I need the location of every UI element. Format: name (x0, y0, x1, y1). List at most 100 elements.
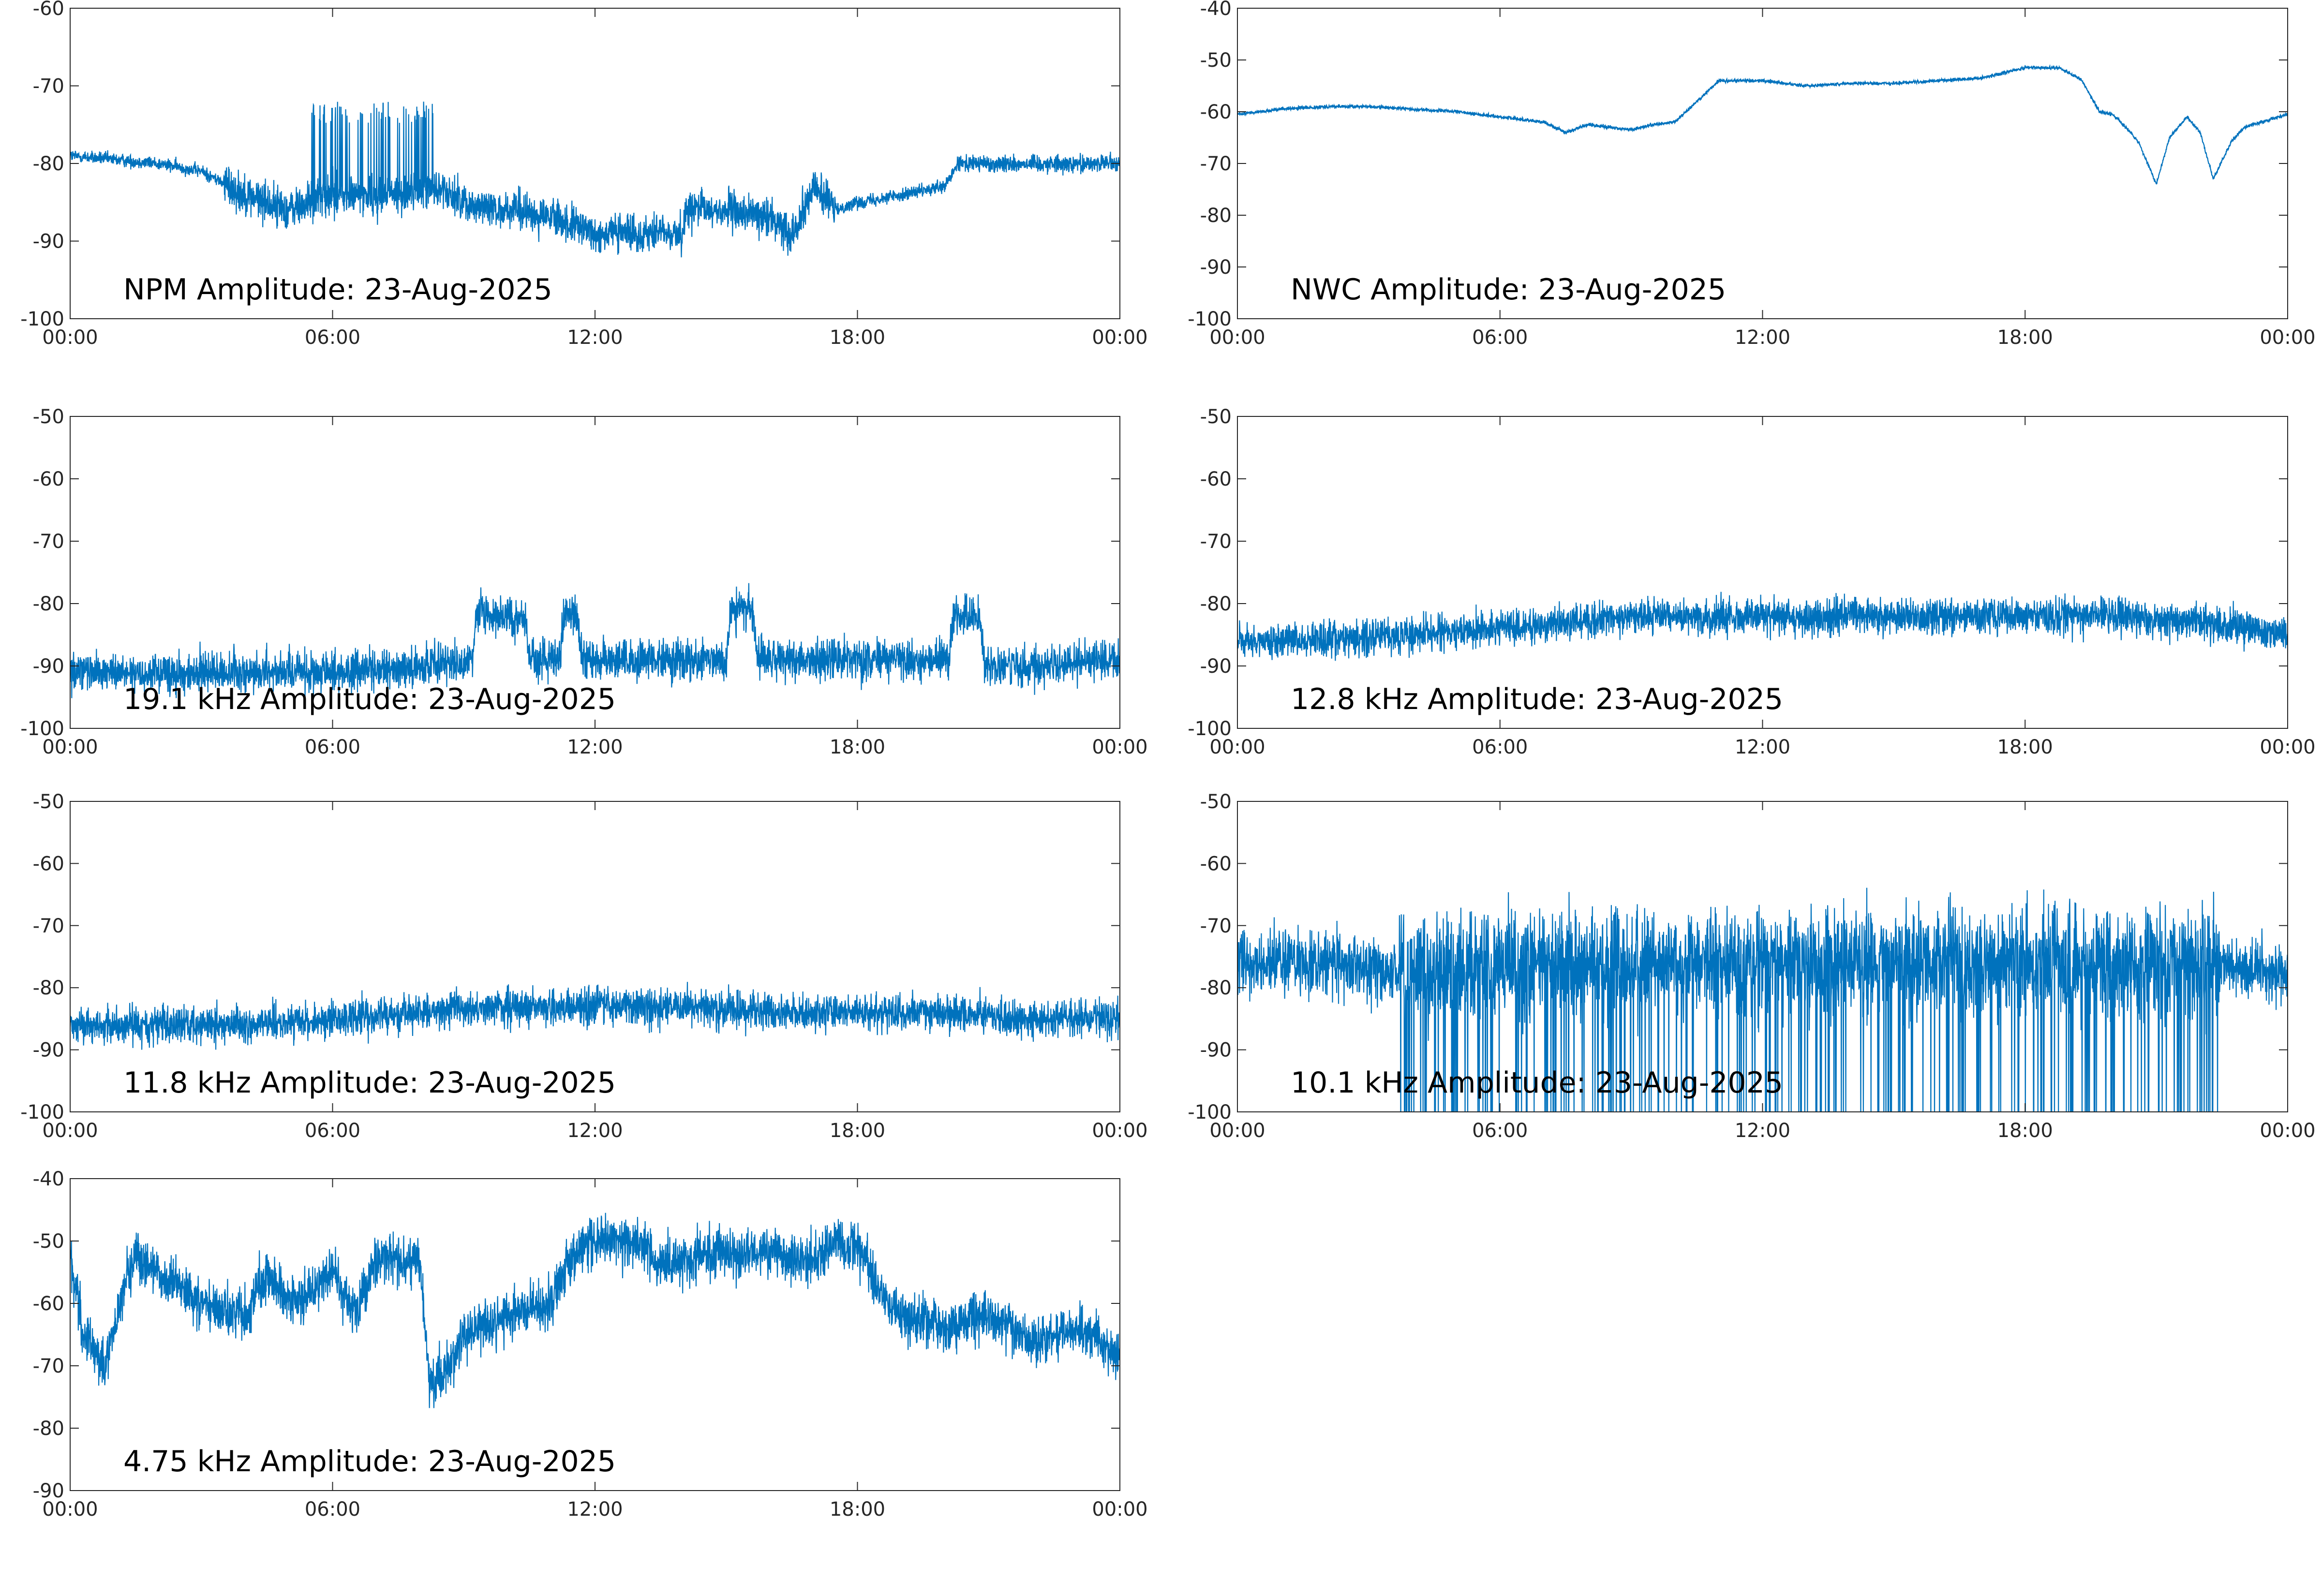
y-tick-label: -100 (20, 308, 64, 330)
x-tick-label: 00:00 (1209, 736, 1265, 758)
axes-frame (1237, 416, 2288, 729)
y-tick-label: -80 (33, 153, 64, 175)
y-tick-label: -80 (33, 977, 64, 999)
axes-frame (70, 801, 1120, 1112)
x-tick-label: 18:00 (1997, 736, 2053, 758)
y-tick-label: -70 (1200, 153, 1232, 175)
panel-title: 19.1 kHz Amplitude: 23-Aug-2025 (123, 682, 616, 716)
y-tick-label: -70 (1200, 531, 1232, 553)
x-tick-label: 00:00 (1209, 326, 1265, 349)
x-tick-label: 00:00 (1092, 736, 1147, 758)
y-tick-label: -90 (1200, 1039, 1232, 1062)
y-tick-label: -60 (1200, 101, 1232, 123)
y-tick-label: -100 (1188, 718, 1232, 740)
x-tick-label: 00:00 (2260, 326, 2315, 349)
y-tick-label: -80 (1200, 977, 1232, 999)
series-line (70, 102, 1120, 258)
x-tick-label: 06:00 (1472, 1120, 1528, 1142)
series-line (70, 1212, 1120, 1408)
y-tick-label: -90 (1200, 655, 1232, 678)
y-tick-label: -40 (33, 1168, 64, 1190)
amplitude-panel-3: 00:00 06:00 12:00 18:00 00:00-100-90-80-70-6… (20, 406, 1147, 758)
y-tick-label: -50 (1200, 49, 1232, 72)
x-tick-label: 18:00 (1997, 326, 2053, 349)
x-tick-label: 12:00 (1735, 736, 1790, 758)
y-tick-label: -70 (33, 1355, 64, 1377)
x-tick-label: 12:00 (1735, 1120, 1790, 1142)
y-tick-label: -100 (20, 718, 64, 740)
x-tick-label: 00:00 (1092, 1498, 1147, 1521)
panel-title: 10.1 kHz Amplitude: 23-Aug-2025 (1291, 1066, 1783, 1100)
x-tick-label: 12:00 (567, 1120, 623, 1142)
x-tick-label: 00:00 (42, 326, 98, 349)
axes-frame (1237, 8, 2288, 319)
y-tick-label: -40 (1200, 0, 1232, 20)
y-tick-label: -70 (33, 75, 64, 98)
x-tick-label: 00:00 (2260, 736, 2315, 758)
y-tick-label: -50 (33, 1230, 64, 1253)
x-tick-label: 12:00 (1735, 326, 1790, 349)
y-tick-label: -60 (33, 1293, 64, 1315)
y-tick-label: -90 (33, 1480, 64, 1502)
y-tick-label: -100 (1188, 308, 1232, 330)
y-tick-label: -90 (33, 1039, 64, 1062)
y-tick-label: -90 (33, 231, 64, 253)
series-line (1237, 887, 2288, 1112)
x-tick-label: 12:00 (567, 736, 623, 758)
y-tick-label: -70 (1200, 915, 1232, 937)
y-tick-label: -70 (33, 915, 64, 937)
series-line (70, 982, 1120, 1050)
panel-title: 4.75 kHz Amplitude: 23-Aug-2025 (123, 1445, 616, 1478)
y-tick-label: -80 (1200, 593, 1232, 615)
y-tick-label: -60 (33, 853, 64, 875)
x-tick-label: 18:00 (1997, 1120, 2053, 1142)
panel-title: 11.8 kHz Amplitude: 23-Aug-2025 (123, 1066, 616, 1100)
x-tick-label: 06:00 (305, 736, 360, 758)
series-line (1237, 591, 2288, 661)
amplitude-panel-4: 00:00 06:00 12:00 18:00 00:00-100-90-80-70-6… (1188, 406, 2315, 758)
y-tick-label: -50 (33, 791, 64, 813)
series-line (1237, 64, 2288, 185)
amplitude-panel-1: 00:00 06:00 12:00 18:00 00:00-100-90-80-70-6… (20, 0, 1147, 349)
y-tick-label: -60 (1200, 468, 1232, 490)
series-line (70, 583, 1120, 698)
y-tick-label: -60 (1200, 853, 1232, 875)
y-tick-label: -50 (33, 406, 64, 428)
x-tick-label: 06:00 (1472, 326, 1528, 349)
y-tick-label: -80 (33, 1418, 64, 1440)
y-tick-label: -90 (1200, 256, 1232, 279)
amplitude-panel-7: 00:00 06:00 12:00 18:00 00:00-90-80-70-60-50… (33, 1168, 1148, 1521)
x-tick-label: 18:00 (830, 1120, 885, 1142)
x-tick-label: 18:00 (830, 1498, 885, 1521)
amplitude-panel-5: 00:00 06:00 12:00 18:00 00:00-100-90-80-70-6… (20, 791, 1147, 1142)
x-tick-label: 18:00 (830, 326, 885, 349)
panel-title: NWC Amplitude: 23-Aug-2025 (1291, 273, 1726, 307)
y-tick-label: -60 (33, 0, 64, 20)
axes-frame (70, 1178, 1120, 1491)
x-tick-label: 12:00 (567, 1498, 623, 1521)
x-tick-label: 00:00 (1092, 326, 1147, 349)
x-tick-label: 00:00 (42, 736, 98, 758)
y-tick-label: -70 (33, 531, 64, 553)
x-tick-label: 12:00 (567, 326, 623, 349)
x-tick-label: 18:00 (830, 736, 885, 758)
x-tick-label: 00:00 (42, 1498, 98, 1521)
y-tick-label: -50 (1200, 791, 1232, 813)
x-tick-label: 00:00 (2260, 1120, 2315, 1142)
y-tick-label: -80 (1200, 205, 1232, 227)
y-tick-label: -90 (33, 655, 64, 678)
x-tick-label: 00:00 (1209, 1120, 1265, 1142)
y-tick-label: -100 (1188, 1101, 1232, 1123)
y-tick-label: -100 (20, 1101, 64, 1123)
y-tick-label: -60 (33, 468, 64, 490)
y-tick-label: -50 (1200, 406, 1232, 428)
x-tick-label: 06:00 (305, 1498, 360, 1521)
x-tick-label: 06:00 (305, 1120, 360, 1142)
y-tick-label: -80 (33, 593, 64, 615)
panel-title: 12.8 kHz Amplitude: 23-Aug-2025 (1291, 682, 1783, 716)
amplitude-panel-6: 00:00 06:00 12:00 18:00 00:00-100-90-80-70-6… (1188, 791, 2315, 1142)
x-tick-label: 06:00 (305, 326, 360, 349)
x-tick-label: 00:00 (42, 1120, 98, 1142)
x-tick-label: 06:00 (1472, 736, 1528, 758)
